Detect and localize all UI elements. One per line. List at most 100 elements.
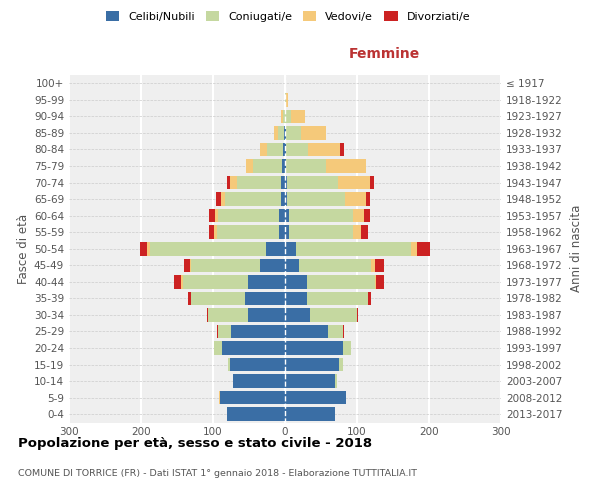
Bar	[224, 192, 281, 206]
Bar	[237, 176, 281, 190]
Bar	[368, 292, 371, 305]
Bar	[191, 292, 245, 305]
Bar	[233, 374, 285, 388]
Bar	[266, 242, 285, 256]
Bar	[260, 258, 285, 272]
Bar	[285, 358, 339, 372]
Bar	[285, 159, 286, 173]
Bar	[339, 358, 343, 372]
Bar	[367, 192, 370, 206]
Bar	[285, 374, 335, 388]
Bar	[285, 275, 307, 288]
Bar	[217, 324, 218, 338]
Text: Popolazione per età, sesso e stato civile - 2018: Popolazione per età, sesso e stato civil…	[18, 438, 372, 450]
Bar	[310, 308, 357, 322]
Bar	[281, 110, 283, 123]
Bar	[217, 226, 278, 239]
Bar	[206, 308, 208, 322]
Bar	[216, 192, 221, 206]
Bar	[278, 226, 285, 239]
Bar	[181, 275, 183, 288]
Bar	[285, 192, 287, 206]
Bar	[285, 93, 286, 106]
Bar	[364, 209, 370, 222]
Bar	[417, 242, 430, 256]
Bar	[218, 324, 231, 338]
Bar	[287, 176, 338, 190]
Bar	[343, 324, 344, 338]
Bar	[221, 342, 285, 355]
Bar	[345, 192, 367, 206]
Bar	[287, 192, 345, 206]
Bar	[282, 159, 285, 173]
Bar	[375, 275, 376, 288]
Bar	[283, 110, 285, 123]
Bar	[286, 126, 301, 140]
Text: COMUNE DI TORRICE (FR) - Dati ISTAT 1° gennaio 2018 - Elaborazione TUTTITALIA.IT: COMUNE DI TORRICE (FR) - Dati ISTAT 1° g…	[18, 469, 417, 478]
Bar	[299, 258, 371, 272]
Bar	[246, 159, 253, 173]
Bar	[285, 324, 328, 338]
Bar	[328, 324, 343, 338]
Bar	[326, 159, 365, 173]
Bar	[285, 292, 307, 305]
Bar	[209, 226, 214, 239]
Bar	[285, 226, 289, 239]
Bar	[231, 324, 285, 338]
Bar	[245, 292, 285, 305]
Bar	[248, 308, 285, 322]
Bar	[253, 159, 282, 173]
Bar	[375, 258, 383, 272]
Bar	[148, 242, 151, 256]
Bar	[174, 275, 181, 288]
Bar	[278, 126, 284, 140]
Bar	[208, 308, 248, 322]
Bar	[283, 142, 285, 156]
Bar	[285, 176, 287, 190]
Text: Femmine: Femmine	[349, 47, 420, 61]
Bar	[214, 342, 221, 355]
Bar	[184, 258, 190, 272]
Bar	[340, 142, 344, 156]
Bar	[228, 358, 230, 372]
Bar	[308, 142, 340, 156]
Bar	[371, 258, 375, 272]
Bar	[370, 176, 374, 190]
Bar	[307, 275, 375, 288]
Bar	[285, 110, 291, 123]
Bar	[284, 126, 285, 140]
Bar	[291, 110, 305, 123]
Legend: Celibi/Nubili, Coniugati/e, Vedovi/e, Divorziati/e: Celibi/Nubili, Coniugati/e, Vedovi/e, Di…	[101, 6, 475, 26]
Bar	[285, 142, 286, 156]
Bar	[274, 126, 278, 140]
Bar	[218, 209, 279, 222]
Bar	[279, 209, 285, 222]
Bar	[285, 209, 289, 222]
Bar	[285, 242, 296, 256]
Bar	[151, 242, 266, 256]
Bar	[285, 308, 310, 322]
Bar	[221, 192, 224, 206]
Bar	[353, 226, 361, 239]
Bar	[307, 292, 368, 305]
Bar	[227, 176, 230, 190]
Bar	[286, 142, 308, 156]
Bar	[285, 258, 299, 272]
Bar	[376, 275, 383, 288]
Bar	[286, 159, 326, 173]
Bar	[285, 391, 346, 404]
Bar	[289, 209, 353, 222]
Bar	[260, 142, 267, 156]
Bar	[343, 342, 351, 355]
Bar	[335, 374, 337, 388]
Y-axis label: Anni di nascita: Anni di nascita	[569, 205, 583, 292]
Bar	[230, 176, 237, 190]
Bar	[285, 126, 286, 140]
Bar	[281, 176, 285, 190]
Bar	[209, 209, 215, 222]
Bar	[214, 226, 217, 239]
Bar	[267, 142, 283, 156]
Bar	[227, 408, 285, 421]
Bar	[286, 93, 288, 106]
Bar	[248, 275, 285, 288]
